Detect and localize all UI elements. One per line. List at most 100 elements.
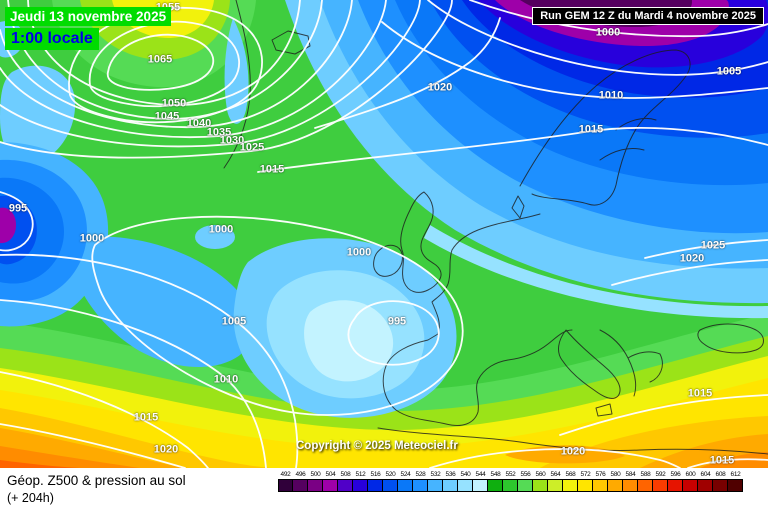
legend-color-swatch: [668, 479, 683, 492]
legend-color-swatch: [518, 479, 533, 492]
isobar-label: 1000: [595, 26, 621, 39]
isobar-label: 1020: [153, 443, 179, 456]
isobar-label: 1005: [221, 315, 247, 328]
legend-color-swatch: [728, 479, 743, 492]
legend-value: 512: [355, 471, 366, 478]
legend-cell: 532: [428, 470, 443, 492]
legend-value: 564: [550, 471, 561, 478]
isobar-label: 1000: [79, 232, 105, 245]
isobar-label: 1005: [716, 65, 742, 78]
legend-color-swatch: [653, 479, 668, 492]
legend-color-swatch: [563, 479, 578, 492]
legend-cell: 508: [338, 470, 353, 492]
legend-color-swatch: [368, 479, 383, 492]
legend-cell: 552: [503, 470, 518, 492]
legend-color-swatch: [608, 479, 623, 492]
legend-value: 596: [670, 471, 681, 478]
legend-value: 524: [400, 471, 411, 478]
legend-color-swatch: [428, 479, 443, 492]
legend-color-swatch: [383, 479, 398, 492]
legend-color-swatch: [503, 479, 518, 492]
legend-value: 548: [490, 471, 501, 478]
legend-cell: 576: [593, 470, 608, 492]
isobar-label: 1020: [679, 252, 705, 265]
legend-cell: 556: [518, 470, 533, 492]
legend-cell: 516: [368, 470, 383, 492]
isobar-label: 1000: [208, 223, 234, 236]
legend-cell: 572: [578, 470, 593, 492]
forecast-date: Jeudi 13 novembre 2025: [5, 7, 172, 26]
isobar-label: 995: [387, 315, 407, 328]
legend-color-swatch: [413, 479, 428, 492]
legend-value: 496: [295, 471, 306, 478]
legend-color-swatch: [473, 479, 488, 492]
legend-color-swatch: [338, 479, 353, 492]
legend-color-swatch: [713, 479, 728, 492]
legend-cell: 592: [653, 470, 668, 492]
isobar-label: 995: [8, 202, 28, 215]
legend-color-swatch: [548, 479, 563, 492]
isobar-label: 1030: [219, 134, 245, 147]
legend-color-swatch: [353, 479, 368, 492]
legend-color-swatch: [443, 479, 458, 492]
lead-time-label: (+ 204h): [7, 491, 54, 505]
legend-value: 568: [565, 471, 576, 478]
legend-value: 612: [730, 471, 741, 478]
legend-color-swatch: [398, 479, 413, 492]
legend-cell: 520: [383, 470, 398, 492]
isobar-label: 1020: [560, 445, 586, 458]
legend-color-swatch: [683, 479, 698, 492]
legend-value: 552: [505, 471, 516, 478]
legend-value: 516: [370, 471, 381, 478]
legend-bar: Géop. Z500 & pression au sol (+ 204h) 49…: [0, 468, 768, 512]
legend-color-swatch: [578, 479, 593, 492]
legend-cell: 564: [548, 470, 563, 492]
legend-color-swatch: [323, 479, 338, 492]
isobar-label: 1045: [154, 110, 180, 123]
legend-value: 532: [430, 471, 441, 478]
isobar-label: 1025: [239, 141, 265, 154]
legend-cell: 496: [293, 470, 308, 492]
legend-color-swatch: [308, 479, 323, 492]
legend-color-swatch: [533, 479, 548, 492]
legend-cell: 604: [698, 470, 713, 492]
legend-cell: 536: [443, 470, 458, 492]
legend-value: 544: [475, 471, 486, 478]
legend-value: 592: [655, 471, 666, 478]
legend-cell: 588: [638, 470, 653, 492]
legend-value: 560: [535, 471, 546, 478]
legend-cell: 584: [623, 470, 638, 492]
map-area: 1055106510501045104010351030102510151020…: [0, 0, 768, 468]
isobar-label: 1015: [687, 387, 713, 400]
chart-title: Géop. Z500 & pression au sol: [7, 473, 186, 488]
legend-value: 492: [280, 471, 291, 478]
isobar-label: 1035: [206, 126, 232, 139]
legend-color-swatch: [623, 479, 638, 492]
isobar-label: 1020: [427, 81, 453, 94]
legend-value: 500: [310, 471, 321, 478]
legend-cell: 612: [728, 470, 743, 492]
legend-color-swatch: [293, 479, 308, 492]
forecast-time: 1:00 locale: [5, 28, 99, 50]
legend-color-swatch: [278, 479, 293, 492]
legend-scale: 492 496 500 504 508 512 516 520 524 528 532 536 540 5…: [278, 470, 743, 492]
legend-value: 604: [700, 471, 711, 478]
legend-value: 540: [460, 471, 471, 478]
legend-value: 584: [625, 471, 636, 478]
legend-cell: 492: [278, 470, 293, 492]
legend-value: 608: [715, 471, 726, 478]
legend-cell: 540: [458, 470, 473, 492]
legend-value: 576: [595, 471, 606, 478]
isobar-label: 1040: [186, 117, 212, 130]
legend-color-swatch: [488, 479, 503, 492]
legend-value: 556: [520, 471, 531, 478]
legend-cell: 560: [533, 470, 548, 492]
legend-cell: 544: [473, 470, 488, 492]
legend-value: 580: [610, 471, 621, 478]
legend-value: 508: [340, 471, 351, 478]
isobar-label: 1065: [147, 53, 173, 66]
legend-value: 588: [640, 471, 651, 478]
legend-value: 536: [445, 471, 456, 478]
model-run-info: Run GEM 12 Z du Mardi 4 novembre 2025: [532, 7, 764, 25]
